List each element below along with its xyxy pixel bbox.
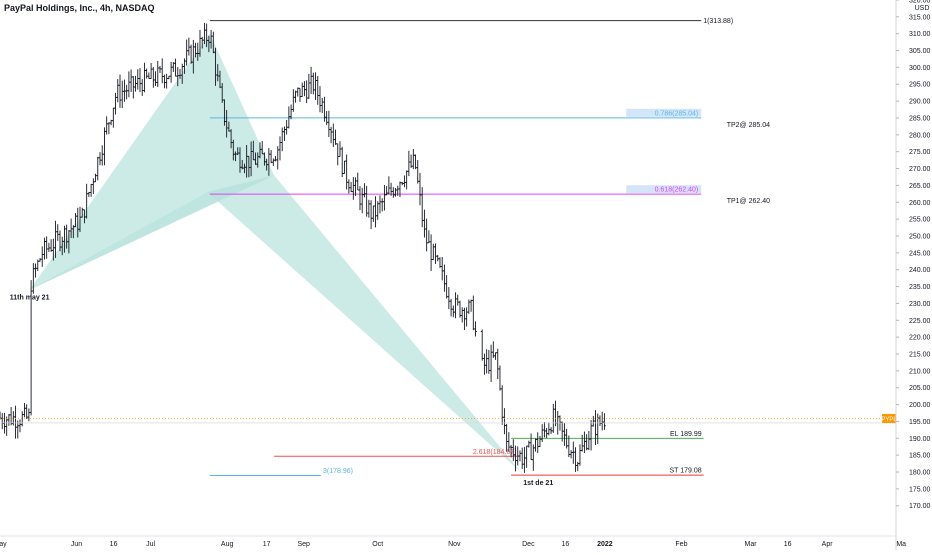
chart-title: PayPal Holdings, Inc., 4h, NASDAQ [4,3,155,13]
price-tick-label: 170.00 [909,503,931,510]
level-label-box [626,108,702,117]
currency-label: USD [915,5,930,12]
time-tick-label: Jul [146,541,155,548]
price-tick-label: 225.00 [909,318,931,325]
price-tick-label: 215.00 [909,352,931,359]
fib-levels-layer: 1(313.88) 0.786(285.04) 0.618(262.40) 2.618… [209,18,733,477]
low-dec-label: 1st de 21 [523,480,553,487]
price-tick-label: 185.00 [909,453,931,460]
harmonic-pattern-layer [29,33,521,473]
price-axis[interactable]: USD 170.00 175.00 180.00 185.00 190.00 195.00 2… [895,0,932,550]
price-tick-label: 285.00 [909,115,931,122]
time-axis[interactable]: May Jun 16 Jul Aug 17 Sep Oct Nov Dec 16 2022 Feb Mar… [0,535,906,548]
level-label-entry: EL 189.99 [670,431,702,438]
tp2-label: TP2@ 285.04 [727,122,770,129]
price-tick-label: 230.00 [909,301,931,308]
time-tick-label: May [0,541,7,548]
price-tick-label: 190.00 [909,436,931,443]
time-tick-label: 2022 [597,541,613,548]
time-tick-label: 16 [110,541,118,548]
price-axis-background [896,0,932,550]
level-label-fib-3: 3(178.96) [323,468,353,475]
price-tick-label: 260.00 [909,200,931,207]
pattern-triangle-xbc [29,175,275,290]
time-tick-label: Apr [822,541,834,548]
price-tick-label: 245.00 [909,250,931,257]
time-tick-label: 16 [562,541,570,548]
time-tick-label: Oct [372,541,383,548]
price-tick-label: 195.00 [909,419,931,426]
price-tick-label: 270.00 [909,166,931,173]
time-tick-label: Sep [297,541,310,548]
low-may-label: 11th may 21 [10,295,50,302]
price-tick-label: 250.00 [909,233,931,240]
price-bars-layer [0,22,606,473]
last-price-symbol-text: PYPL [881,417,897,423]
price-tick-label: 295.00 [909,82,931,89]
time-tick-label: Ma [896,541,906,548]
price-tick-label: 205.00 [909,385,931,392]
level-label-fib-1: 1(313.88) [703,18,733,25]
level-label-box [626,185,702,194]
level-label-stop: ST 179.08 [669,468,701,475]
time-tick-label: Feb [675,541,687,548]
price-tick-label: 310.00 [909,31,931,38]
time-tick-label: 16 [784,541,792,548]
time-tick-label: Jun [71,541,82,548]
price-tick-label: 315.00 [909,14,931,21]
price-tick-label: 290.00 [909,99,931,106]
price-tick-label: 210.00 [909,368,931,375]
time-tick-label: Dec [522,541,535,548]
price-tick-label: 300.00 [909,65,931,72]
price-tick-label: 220.00 [909,335,931,342]
time-tick-label: 17 [263,541,271,548]
price-tick-label: 255.00 [909,217,931,224]
pattern-triangle-xab [29,33,275,290]
price-tick-label: 280.00 [909,132,931,139]
price-tick-label: 180.00 [909,470,931,477]
tp1-label: TP1@ 262.40 [727,198,770,205]
price-tick-label: 305.00 [909,48,931,55]
price-tick-label: 175.00 [909,486,931,493]
pattern-triangle-bcd [207,175,521,473]
level-label-fib-0786: 0.786(285.04) [655,110,699,117]
price-tick-label: 200.00 [909,402,931,409]
price-tick-label: 240.00 [909,267,931,274]
price-tick-label: 235.00 [909,284,931,291]
price-tick-label: 320.00 [909,0,931,4]
level-label-fib-2618: 2.618(184.67) [473,449,517,456]
price-tick-label: 265.00 [909,183,931,190]
level-label-fib-0618: 0.618(262.40) [655,187,699,194]
price-tick-label: 275.00 [909,149,931,156]
time-tick-label: Aug [221,541,234,548]
time-tick-label: Nov [448,541,461,548]
last-price-symbol-tag [882,413,896,423]
time-tick-label: Mar [745,541,758,548]
